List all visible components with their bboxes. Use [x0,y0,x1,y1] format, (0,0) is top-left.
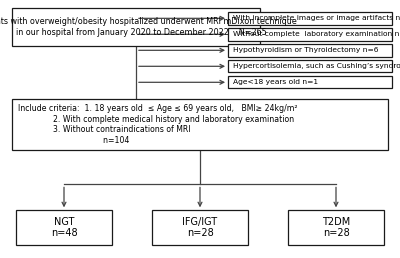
FancyBboxPatch shape [12,8,260,46]
FancyBboxPatch shape [228,60,392,72]
Text: Hypercortisolemia, such as Cushing’s syndrome n=2: Hypercortisolemia, such as Cushing’s syn… [233,63,400,69]
Text: NGT
n=48: NGT n=48 [51,217,77,238]
FancyBboxPatch shape [16,210,112,245]
Text: T2DM
n=28: T2DM n=28 [322,217,350,238]
FancyBboxPatch shape [288,210,384,245]
FancyBboxPatch shape [228,12,392,25]
Text: Patients with overweight/obesity hospitalized underwent MRI mDixon technique
   : Patients with overweight/obesity hospita… [0,17,296,37]
FancyBboxPatch shape [228,76,392,88]
FancyBboxPatch shape [152,210,248,245]
FancyBboxPatch shape [228,44,392,57]
Text: Hypothyroidism or Thyroidectomy n=6: Hypothyroidism or Thyroidectomy n=6 [233,47,378,53]
Text: With incomplete images or image artifacts n=68: With incomplete images or image artifact… [233,15,400,21]
FancyBboxPatch shape [12,99,388,150]
Text: Without complete  laboratory examination n=84: Without complete laboratory examination … [233,31,400,37]
Text: IFG/IGT
n=28: IFG/IGT n=28 [182,217,218,238]
FancyBboxPatch shape [228,28,392,41]
Text: Age<18 years old n=1: Age<18 years old n=1 [233,79,318,85]
Text: Include criteria:  1. 18 years old  ≤ Age ≤ 69 years old,   BMI≥ 24kg/m²
       : Include criteria: 1. 18 years old ≤ Age … [18,104,298,144]
